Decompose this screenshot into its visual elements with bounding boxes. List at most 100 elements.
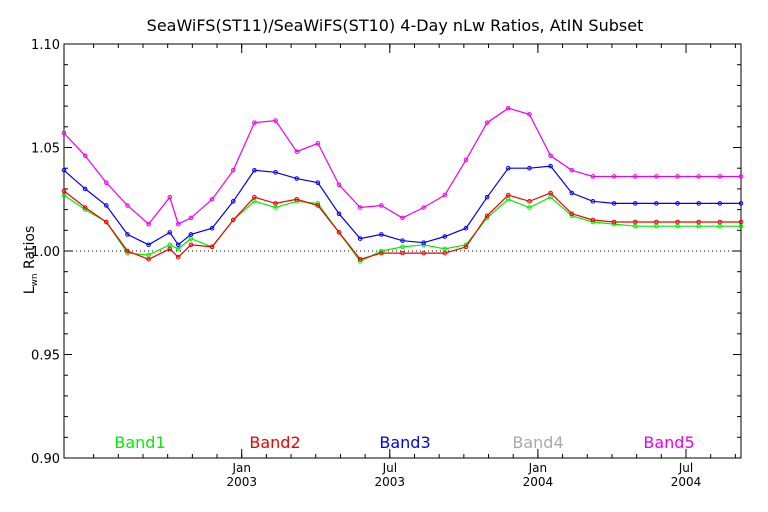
data-point (336, 230, 342, 235)
data-point (400, 215, 405, 221)
y-tick-label: 0.90 (31, 452, 60, 467)
data-point (252, 167, 257, 173)
data-point (590, 199, 596, 204)
data-point (738, 174, 744, 179)
data-point (82, 153, 88, 159)
data-point (717, 219, 723, 225)
data-point (252, 120, 257, 125)
data-point (104, 219, 109, 225)
data-point (104, 203, 109, 208)
series-layer (61, 105, 744, 264)
data-point (61, 188, 67, 194)
data-point (273, 118, 278, 123)
data-point (294, 176, 300, 181)
data-point (379, 232, 384, 237)
data-point (252, 199, 257, 204)
data-point (696, 174, 701, 179)
data-point (294, 196, 300, 202)
data-point (379, 203, 384, 208)
data-point (632, 223, 638, 229)
x-tick-label-month: Jan (231, 461, 251, 475)
data-point (675, 223, 680, 229)
data-point (230, 199, 236, 204)
x-tick-label-month: Jan (528, 461, 548, 475)
data-point (315, 203, 321, 208)
data-point (175, 221, 181, 227)
data-point (421, 240, 426, 246)
y-axis-label-main: L (22, 286, 38, 294)
y-tick-label: 1.10 (31, 38, 60, 53)
data-point (167, 242, 173, 248)
data-point (505, 105, 511, 111)
x-tick-label-month: Jul (678, 461, 693, 475)
data-point (146, 252, 151, 258)
data-point (590, 174, 596, 179)
y-axis-label-sub: wn (30, 273, 40, 286)
legend-item-band5: Band5 (643, 433, 694, 452)
data-point (357, 236, 363, 241)
data-point (675, 174, 680, 179)
data-point (61, 167, 67, 173)
data-point (442, 234, 448, 239)
data-point (654, 174, 659, 179)
data-point (379, 250, 384, 256)
data-point (82, 205, 88, 210)
data-point (569, 190, 575, 196)
data-point (569, 167, 575, 173)
data-point (175, 242, 181, 248)
data-point (209, 225, 215, 231)
data-point (167, 230, 173, 235)
data-point (400, 244, 405, 250)
data-point (175, 246, 181, 252)
x-tick-label-year: 2004 (671, 475, 702, 489)
data-point (273, 201, 278, 206)
data-point (167, 194, 173, 200)
data-point (442, 192, 448, 198)
series-line-band5 (63, 107, 741, 225)
data-point (463, 225, 469, 231)
data-point (230, 217, 236, 223)
y-axis-label-rest: Ratios (22, 226, 38, 274)
data-point (738, 219, 744, 225)
data-point (527, 165, 532, 171)
series-line-band1 (63, 194, 741, 263)
data-point (738, 223, 744, 229)
data-point (527, 112, 532, 117)
data-point (590, 217, 596, 223)
data-point (527, 199, 532, 204)
data-point (273, 205, 278, 210)
legend: Band1 Band2 Band3 Band4 Band5 (114, 433, 694, 452)
data-point (315, 180, 321, 185)
data-point (505, 192, 511, 198)
series-band5 (61, 105, 744, 227)
data-point (315, 141, 321, 146)
data-point (611, 174, 617, 179)
legend-item-band3: Band3 (379, 433, 430, 452)
data-point (188, 242, 194, 248)
data-point (548, 194, 553, 200)
series-line-band3 (63, 165, 741, 246)
y-tick-label: 1.00 (31, 245, 60, 260)
data-point (188, 215, 194, 221)
data-point (125, 203, 130, 208)
data-point (442, 250, 448, 256)
data-point (188, 236, 194, 241)
y-tick-label: 1.05 (31, 142, 60, 157)
x-tick-label-year: 2003 (226, 475, 257, 489)
chart-title: SeaWiFS(ST11)/SeaWiFS(ST10) 4-Day nLw Ra… (147, 16, 644, 35)
data-point (632, 219, 638, 225)
data-point (505, 196, 511, 202)
data-point (294, 149, 300, 154)
x-tick-label-year: 2003 (375, 475, 406, 489)
data-point (167, 246, 173, 252)
data-point (654, 223, 659, 229)
data-point (569, 211, 575, 217)
y-tick-label: 0.95 (31, 349, 60, 364)
data-point (717, 223, 723, 229)
data-point (421, 205, 426, 210)
data-point (632, 201, 638, 206)
data-point (484, 213, 490, 219)
